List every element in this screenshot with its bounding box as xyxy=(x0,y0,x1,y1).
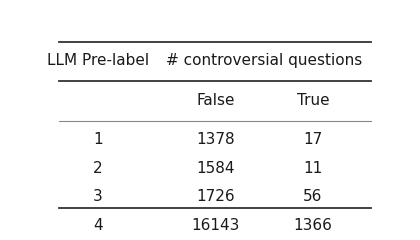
Text: 1366: 1366 xyxy=(294,218,332,233)
Text: 3: 3 xyxy=(93,189,103,204)
Text: True: True xyxy=(297,93,329,108)
Text: # controversial questions: # controversial questions xyxy=(166,53,362,68)
Text: False: False xyxy=(196,93,234,108)
Text: 56: 56 xyxy=(303,189,323,204)
Text: 1584: 1584 xyxy=(196,161,234,176)
Text: 1: 1 xyxy=(93,132,103,147)
Text: 16143: 16143 xyxy=(191,218,239,233)
Text: 11: 11 xyxy=(303,161,323,176)
Text: 1726: 1726 xyxy=(196,189,234,204)
Text: 4: 4 xyxy=(93,218,103,233)
Text: LLM Pre-label: LLM Pre-label xyxy=(47,53,149,68)
Text: 17: 17 xyxy=(303,132,323,147)
Text: 2: 2 xyxy=(93,161,103,176)
Text: 1378: 1378 xyxy=(196,132,234,147)
